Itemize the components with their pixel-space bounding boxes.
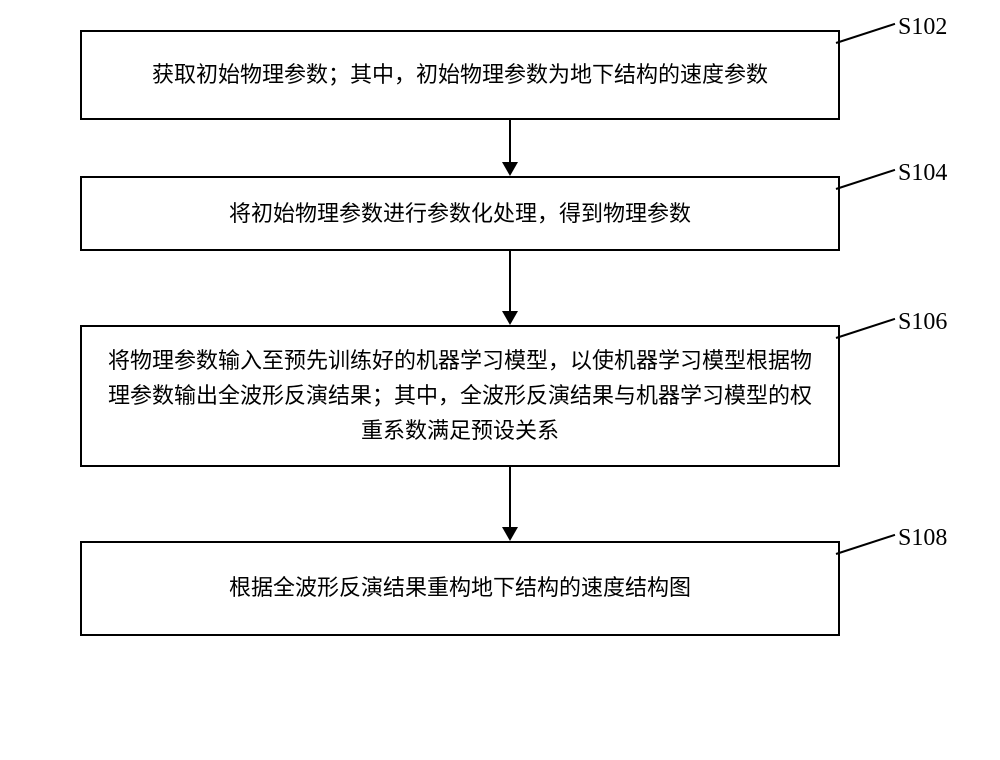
step-row-3: 将物理参数输入至预先训练好的机器学习模型，以使机器学习模型根据物理参数输出全波形… <box>60 325 940 467</box>
step-box-3: 将物理参数输入至预先训练好的机器学习模型，以使机器学习模型根据物理参数输出全波形… <box>80 325 840 467</box>
arrow-line-1 <box>509 120 511 162</box>
step-text-1: 获取初始物理参数；其中，初始物理参数为地下结构的速度参数 <box>152 57 768 92</box>
arrow-head-icon-1 <box>502 162 518 176</box>
arrow-1 <box>502 120 518 176</box>
arrow-container-3 <box>130 467 890 541</box>
step-text-2: 将初始物理参数进行参数化处理，得到物理参数 <box>229 196 691 231</box>
step-box-4: 根据全波形反演结果重构地下结构的速度结构图 <box>80 541 840 636</box>
arrow-line-3 <box>509 467 511 527</box>
step-row-4: 根据全波形反演结果重构地下结构的速度结构图 S108 <box>60 541 940 636</box>
step-label-4: S108 <box>898 525 947 552</box>
step-row-1: 获取初始物理参数；其中，初始物理参数为地下结构的速度参数 S102 <box>60 30 940 120</box>
arrow-container-1 <box>130 120 890 176</box>
step-box-2: 将初始物理参数进行参数化处理，得到物理参数 <box>80 176 840 251</box>
arrow-head-icon-3 <box>502 527 518 541</box>
step-label-1: S102 <box>898 14 947 41</box>
step-text-4: 根据全波形反演结果重构地下结构的速度结构图 <box>229 570 691 605</box>
step-box-1: 获取初始物理参数；其中，初始物理参数为地下结构的速度参数 <box>80 30 840 120</box>
arrow-2 <box>502 251 518 325</box>
step-label-2: S104 <box>898 160 947 187</box>
arrow-line-2 <box>509 251 511 311</box>
step-row-2: 将初始物理参数进行参数化处理，得到物理参数 S104 <box>60 176 940 251</box>
arrow-container-2 <box>130 251 890 325</box>
flowchart-container: 获取初始物理参数；其中，初始物理参数为地下结构的速度参数 S102 将初始物理参… <box>60 30 940 636</box>
step-label-3: S106 <box>898 309 947 336</box>
arrow-head-icon-2 <box>502 311 518 325</box>
arrow-3 <box>502 467 518 541</box>
step-text-3: 将物理参数输入至预先训练好的机器学习模型，以使机器学习模型根据物理参数输出全波形… <box>106 343 814 449</box>
connector-1 <box>836 23 896 44</box>
